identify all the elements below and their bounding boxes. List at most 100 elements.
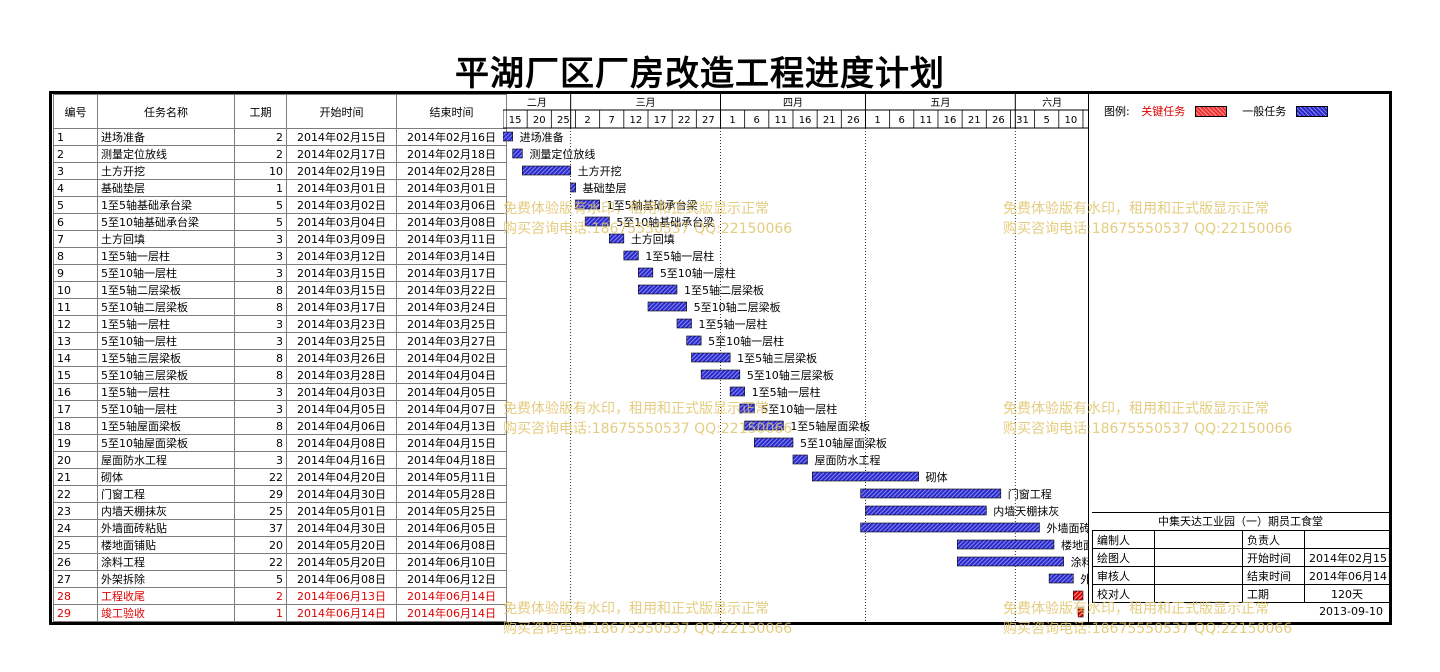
task-bar-label: 5至10轴二层梁板 <box>694 300 781 314</box>
signoff-row: 绘图人 开始时间 2014年02月15日 <box>1092 548 1390 567</box>
task-duration-cell: 20 <box>234 536 287 554</box>
table-row: 26 涂料工程 22 2014年05月20日 2014年06月10日 <box>53 553 507 571</box>
task-duration-cell: 22 <box>234 553 287 571</box>
task-bar-label: 5至10轴三层梁板 <box>747 368 834 382</box>
task-bar <box>729 386 745 397</box>
task-name-cell: 1至5轴二层梁板 <box>97 281 235 299</box>
task-bar-label: 1至5轴三层梁板 <box>737 351 817 365</box>
task-start-cell: 2014年03月26日 <box>286 349 397 367</box>
signoff-cell: 2014年06月14日 <box>1304 566 1390 585</box>
table-row: 25 楼地面铺贴 20 2014年05月20日 2014年06月08日 <box>53 536 507 554</box>
task-bar-label: 5至10轴屋面梁板 <box>800 436 887 450</box>
task-name-cell: 5至10轴三层梁板 <box>97 366 235 384</box>
header-end: 结束时间 <box>396 94 507 129</box>
table-row: 23 内墙天棚抹灰 25 2014年05月01日 2014年05月25日 <box>53 502 507 520</box>
task-end-cell: 2014年06月14日 <box>396 587 507 605</box>
task-bar <box>1077 607 1084 618</box>
signoff-cell: 绘图人 <box>1092 548 1155 567</box>
tick-label: 26 <box>992 115 1005 126</box>
header-name: 任务名称 <box>97 94 235 129</box>
task-name-cell: 外架拆除 <box>97 570 235 588</box>
tick-label: 21 <box>823 115 836 126</box>
tick-label: 22 <box>678 115 691 126</box>
table-row: 14 1至5轴三层梁板 8 2014年03月26日 2014年04月02日 <box>53 349 507 367</box>
header-duration: 工期 <box>234 94 287 129</box>
task-name-cell: 外墙面砖粘贴 <box>97 519 235 537</box>
task-name-cell: 基础垫层 <box>97 179 235 197</box>
task-duration-cell: 8 <box>234 434 287 452</box>
task-start-cell: 2014年03月15日 <box>286 264 397 282</box>
tick-label: 1 <box>874 115 880 126</box>
tick-label: 1 <box>729 115 735 126</box>
task-end-cell: 2014年03月22日 <box>396 281 507 299</box>
task-bar-label: 5至10轴一层柱 <box>708 334 784 348</box>
signoff-row: 编制人 负责人 <box>1092 530 1390 549</box>
table-row: 20 屋面防水工程 3 2014年04月16日 2014年04月18日 <box>53 451 507 469</box>
tick-label: 2 <box>584 115 590 126</box>
task-end-cell: 2014年04月18日 <box>396 451 507 469</box>
task-bar-label: 楼地面铺贴 <box>1061 538 1089 552</box>
task-end-cell: 2014年02月18日 <box>396 145 507 163</box>
table-row: 24 外墙面砖粘贴 37 2014年04月30日 2014年06月05日 <box>53 519 507 537</box>
task-start-cell: 2014年05月20日 <box>286 536 397 554</box>
task-id-cell: 22 <box>53 485 98 503</box>
task-name-cell: 1至5轴基础承台梁 <box>97 196 235 214</box>
table-row: 8 1至5轴一层柱 3 2014年03月12日 2014年03月14日 <box>53 247 507 265</box>
task-duration-cell: 10 <box>234 162 287 180</box>
task-start-cell: 2014年03月25日 <box>286 332 397 350</box>
task-end-cell: 2014年03月25日 <box>396 315 507 333</box>
task-bar <box>860 488 1002 499</box>
month-label: 三月 <box>636 97 656 109</box>
task-duration-cell: 5 <box>234 570 287 588</box>
task-start-cell: 2014年02月19日 <box>286 162 397 180</box>
task-bar-label: 5至10轴基础承台梁 <box>616 215 714 229</box>
task-name-cell: 工程收尾 <box>97 587 235 605</box>
signoff-cell: 审核人 <box>1092 566 1155 585</box>
task-id-cell: 15 <box>53 366 98 384</box>
task-id-cell: 16 <box>53 383 98 401</box>
task-bar <box>812 471 919 482</box>
task-bar <box>754 437 794 448</box>
task-start-cell: 2014年03月01日 <box>286 179 397 197</box>
task-id-cell: 5 <box>53 196 98 214</box>
task-duration-cell: 3 <box>234 230 287 248</box>
task-start-cell: 2014年04月20日 <box>286 468 397 486</box>
table-row: 2 测量定位放线 2 2014年02月17日 2014年02月18日 <box>53 145 507 163</box>
project-info-block: 中集天达工业园（一）期员工食堂 编制人 负责人 绘图人 开始时间 2014年02月15日… <box>1092 512 1390 620</box>
signoff-cell: 负责人 <box>1242 530 1305 549</box>
task-start-cell: 2014年03月04日 <box>286 213 397 231</box>
task-name-cell: 土方开挖 <box>97 162 235 180</box>
task-id-cell: 21 <box>53 468 98 486</box>
table-row: 27 外架拆除 5 2014年06月08日 2014年06月12日 <box>53 570 507 588</box>
task-duration-cell: 3 <box>234 400 287 418</box>
task-bar <box>584 216 610 227</box>
task-end-cell: 2014年04月07日 <box>396 400 507 418</box>
task-bar-label: 1至5轴基础承台梁 <box>607 198 698 212</box>
task-end-cell: 2014年03月14日 <box>396 247 507 265</box>
task-start-cell: 2014年06月14日 <box>286 604 397 622</box>
signoff-cell: 2014年02月15日 <box>1304 548 1390 567</box>
task-id-cell: 29 <box>53 604 98 622</box>
task-end-cell: 2014年05月28日 <box>396 485 507 503</box>
table-row: 29 竣工验收 1 2014年06月14日 2014年06月14日 <box>53 604 507 622</box>
task-bar-label: 5至10轴一层柱 <box>761 402 837 416</box>
header-start: 开始时间 <box>286 94 397 129</box>
task-id-cell: 12 <box>53 315 98 333</box>
task-start-cell: 2014年03月09日 <box>286 230 397 248</box>
task-start-cell: 2014年06月08日 <box>286 570 397 588</box>
task-name-cell: 砌体 <box>97 468 235 486</box>
tick-label: 26 <box>847 115 860 126</box>
month-label: 四月 <box>783 97 803 109</box>
task-start-cell: 2014年04月30日 <box>286 519 397 537</box>
task-id-cell: 2 <box>53 145 98 163</box>
task-end-cell: 2014年04月13日 <box>396 417 507 435</box>
task-duration-cell: 37 <box>234 519 287 537</box>
task-id-cell: 11 <box>53 298 98 316</box>
task-duration-cell: 2 <box>234 145 287 163</box>
task-id-cell: 23 <box>53 502 98 520</box>
task-name-cell: 土方回填 <box>97 230 235 248</box>
table-row: 3 土方开挖 10 2014年02月19日 2014年02月28日 <box>53 162 507 180</box>
tick-label: 31 <box>1016 115 1029 126</box>
task-duration-cell: 3 <box>234 247 287 265</box>
